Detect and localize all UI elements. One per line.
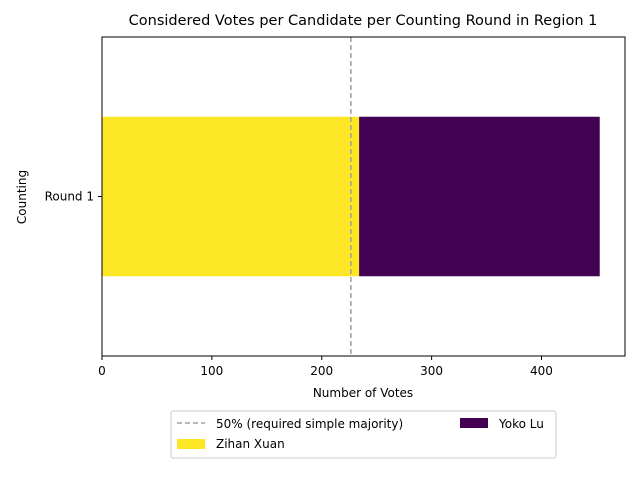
x-axis-label: Number of Votes — [313, 386, 413, 400]
legend-label-yoko-lu: Yoko Lu — [498, 417, 544, 431]
bar-zihan-xuan-round-1 — [102, 116, 360, 277]
y-tick-label: Round 1 — [45, 190, 94, 204]
y-axis-label: Counting — [15, 170, 29, 224]
chart-title: Considered Votes per Candidate per Count… — [129, 13, 598, 29]
legend: 50% (required simple majority) Zihan Xua… — [170, 410, 557, 459]
x-tick-label: 400 — [530, 364, 553, 378]
x-tick-label: 200 — [310, 364, 333, 378]
y-axis-ticks: Round 1 — [45, 190, 102, 204]
legend-swatch-zihan-xuan — [177, 439, 205, 449]
legend-label-zihan-xuan: Zihan Xuan — [216, 437, 285, 451]
legend-frame — [170, 410, 557, 459]
x-tick-label: 300 — [420, 364, 443, 378]
legend-swatch-yoko-lu — [460, 418, 488, 428]
bar-yoko-lu-round-1 — [359, 116, 600, 277]
legend-threshold-label: 50% (required simple majority) — [216, 417, 403, 431]
x-tick-label: 0 — [98, 364, 106, 378]
x-tick-label: 100 — [200, 364, 223, 378]
bars-layer — [102, 116, 600, 277]
x-axis-ticks: 0 100 200 300 400 — [98, 356, 553, 378]
